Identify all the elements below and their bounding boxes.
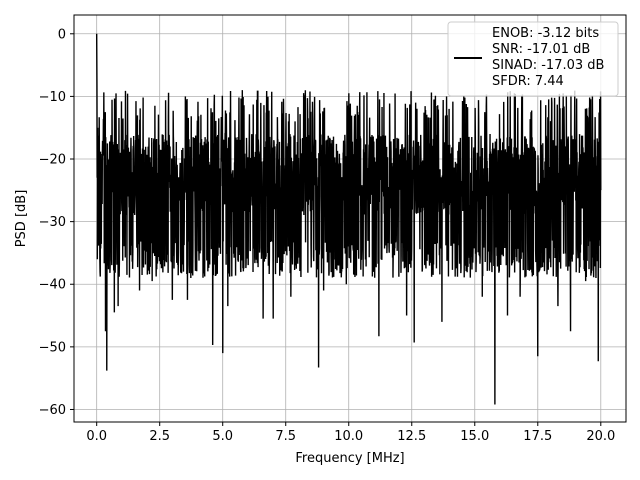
x-tick-label: 12.5 <box>397 429 426 444</box>
y-tick-label: −50 <box>39 340 66 355</box>
legend-box <box>447 21 619 97</box>
x-tick-label: 7.5 <box>275 429 296 444</box>
y-axis-label: PSD [dB] <box>14 190 29 248</box>
psd-series <box>95 33 602 405</box>
plot-area-frame <box>73 14 627 423</box>
y-tick-label: −40 <box>39 278 66 293</box>
psd-series-line <box>95 33 602 405</box>
y-tick-label: 0 <box>58 27 66 42</box>
x-axis-label: Frequency [MHz] <box>295 451 404 466</box>
y-axis: 0 −10 −20 −30 −40 −50 −60 <box>39 27 74 418</box>
legend: ENOB: -3.12 bits SNR: -17.01 dB SINAD: -… <box>447 21 619 97</box>
y-tick-label: −20 <box>39 153 66 168</box>
x-tick-label: 15.0 <box>460 429 489 444</box>
y-tick-label: −30 <box>39 215 66 230</box>
x-tick-label: 10.0 <box>334 429 363 444</box>
legend-sinad-text: SINAD: -17.03 dB <box>492 58 604 73</box>
legend-snr-text: SNR: -17.01 dB <box>492 42 590 57</box>
legend-sfdr-text: SFDR: 7.44 <box>492 74 564 89</box>
y-tick-label: −10 <box>39 90 66 105</box>
x-tick-label: 2.5 <box>149 429 170 444</box>
x-axis: 0.0 2.5 5.0 7.5 10.0 12.5 15.0 17.5 20.0 <box>86 422 615 444</box>
x-tick-label: 0.0 <box>86 429 107 444</box>
legend-enob-text: ENOB: -3.12 bits <box>492 26 599 41</box>
y-tick-label: −60 <box>39 403 66 418</box>
x-tick-label: 20.0 <box>586 429 615 444</box>
x-tick-label: 17.5 <box>523 429 552 444</box>
x-tick-label: 5.0 <box>212 429 233 444</box>
